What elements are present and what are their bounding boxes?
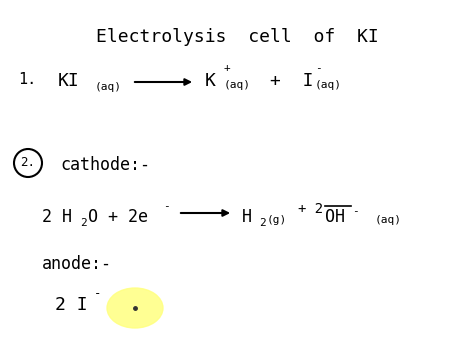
Text: (aq): (aq) [375, 215, 402, 225]
Ellipse shape [107, 288, 163, 328]
Text: (aq): (aq) [224, 80, 251, 90]
Text: 2: 2 [259, 218, 266, 228]
Text: 2.: 2. [20, 157, 36, 169]
Text: (aq): (aq) [95, 82, 122, 92]
Text: +  I: + I [270, 72, 313, 90]
Text: -: - [163, 201, 170, 211]
Text: 2 H: 2 H [42, 208, 72, 226]
Text: +: + [224, 63, 231, 73]
Text: KI: KI [58, 72, 80, 90]
Text: O + 2e: O + 2e [88, 208, 148, 226]
Text: -: - [94, 287, 101, 300]
Text: (aq): (aq) [315, 80, 342, 90]
Text: 2: 2 [80, 218, 87, 228]
Text: anode:-: anode:- [42, 255, 112, 273]
Text: cathode:-: cathode:- [60, 156, 150, 174]
Text: OH: OH [325, 208, 345, 226]
Text: Electrolysis  cell  of  KI: Electrolysis cell of KI [96, 28, 378, 46]
Text: H: H [242, 208, 252, 226]
Text: + 2: + 2 [298, 202, 323, 216]
Text: -: - [352, 206, 359, 216]
Text: 2 I: 2 I [55, 296, 88, 314]
Text: K: K [205, 72, 216, 90]
Text: (g): (g) [267, 215, 287, 225]
Text: 1.: 1. [18, 72, 36, 87]
Text: -: - [315, 63, 322, 73]
